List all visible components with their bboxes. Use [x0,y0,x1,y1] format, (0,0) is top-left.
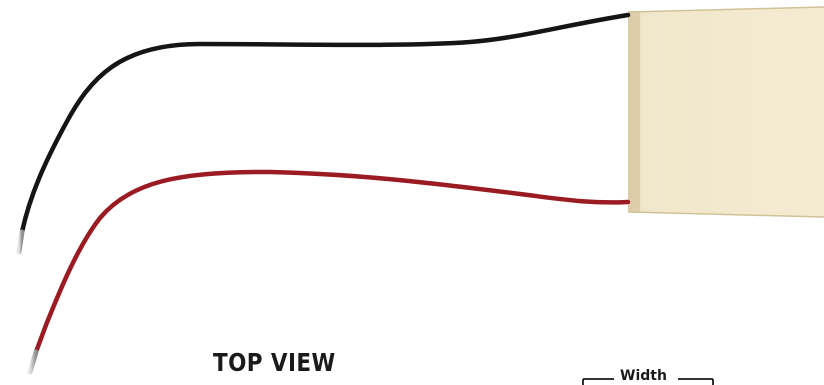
width-dimension-line [582,378,714,385]
black-lead-wire [16,12,631,255]
module-body [627,6,824,218]
black-lead-tinned-tip [16,229,25,255]
view-title: TOP VIEW [213,348,336,377]
red-lead-tinned-tip [27,349,39,375]
width-dimension-label: Width [620,368,667,384]
red-lead-wire [27,169,631,375]
